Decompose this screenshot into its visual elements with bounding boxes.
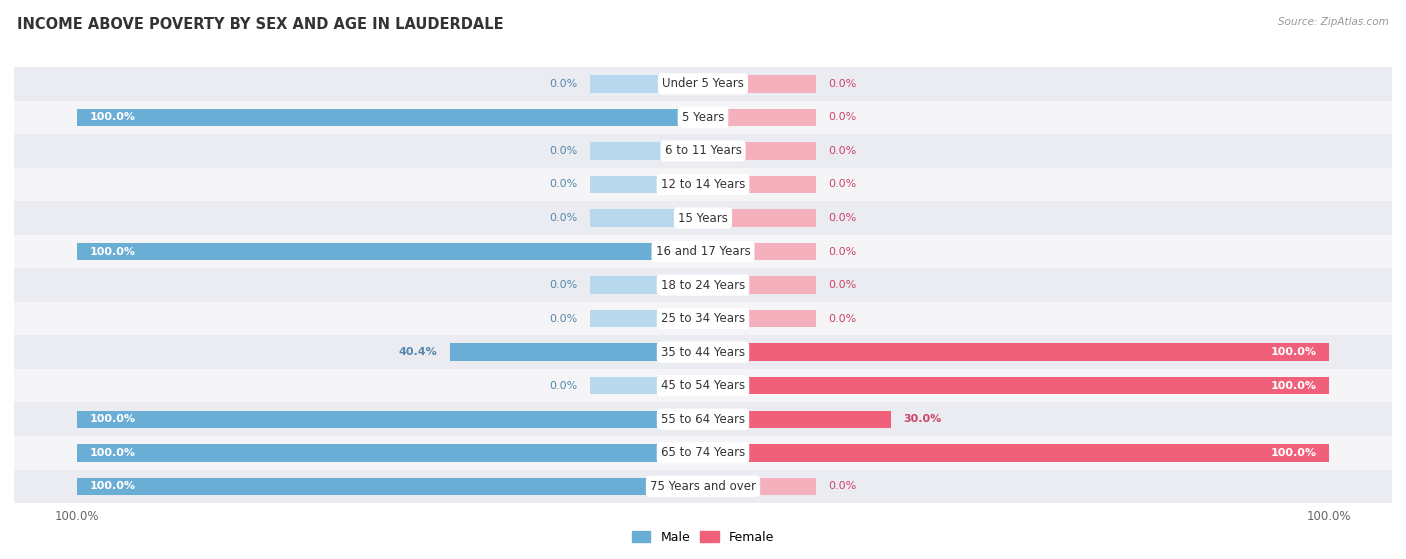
Bar xyxy=(14,436,1392,470)
Text: 100.0%: 100.0% xyxy=(89,112,135,122)
Bar xyxy=(77,444,703,462)
Text: INCOME ABOVE POVERTY BY SEX AND AGE IN LAUDERDALE: INCOME ABOVE POVERTY BY SEX AND AGE IN L… xyxy=(17,17,503,32)
Text: 0.0%: 0.0% xyxy=(828,179,856,190)
Text: 100.0%: 100.0% xyxy=(1271,381,1317,391)
Text: 0.0%: 0.0% xyxy=(550,79,578,89)
Bar xyxy=(703,444,1329,462)
Bar xyxy=(14,369,1392,402)
Bar xyxy=(703,276,815,294)
Text: 0.0%: 0.0% xyxy=(828,213,856,223)
Text: 0.0%: 0.0% xyxy=(828,314,856,324)
Bar xyxy=(703,243,815,260)
Text: 100.0%: 100.0% xyxy=(89,414,135,424)
Text: 0.0%: 0.0% xyxy=(828,247,856,257)
Text: 75 Years and over: 75 Years and over xyxy=(650,480,756,493)
Text: 0.0%: 0.0% xyxy=(550,280,578,290)
Bar xyxy=(703,75,815,93)
Bar xyxy=(77,477,703,495)
Bar xyxy=(77,108,703,126)
Text: 55 to 64 Years: 55 to 64 Years xyxy=(661,413,745,426)
Bar xyxy=(14,201,1392,235)
Bar xyxy=(703,209,815,227)
Bar xyxy=(591,142,703,160)
Text: 15 Years: 15 Years xyxy=(678,211,728,225)
Text: 0.0%: 0.0% xyxy=(550,179,578,190)
Bar xyxy=(14,268,1392,302)
Text: 5 Years: 5 Years xyxy=(682,111,724,124)
Text: 35 to 44 Years: 35 to 44 Years xyxy=(661,345,745,359)
Bar xyxy=(14,134,1392,168)
Text: 0.0%: 0.0% xyxy=(828,146,856,156)
Text: 12 to 14 Years: 12 to 14 Years xyxy=(661,178,745,191)
Text: Under 5 Years: Under 5 Years xyxy=(662,77,744,91)
Text: 0.0%: 0.0% xyxy=(550,213,578,223)
Bar xyxy=(14,302,1392,335)
Text: 0.0%: 0.0% xyxy=(550,314,578,324)
Text: 100.0%: 100.0% xyxy=(89,448,135,458)
Bar xyxy=(14,470,1392,503)
Text: 45 to 54 Years: 45 to 54 Years xyxy=(661,379,745,392)
Text: 0.0%: 0.0% xyxy=(550,381,578,391)
Bar xyxy=(14,67,1392,101)
Bar xyxy=(14,235,1392,268)
Bar xyxy=(703,343,1329,361)
Bar xyxy=(703,410,891,428)
Text: Source: ZipAtlas.com: Source: ZipAtlas.com xyxy=(1278,17,1389,27)
Text: 0.0%: 0.0% xyxy=(828,79,856,89)
Text: 0.0%: 0.0% xyxy=(550,146,578,156)
Bar xyxy=(591,75,703,93)
Bar xyxy=(591,276,703,294)
Bar xyxy=(703,142,815,160)
Bar xyxy=(450,343,703,361)
Bar xyxy=(591,310,703,328)
Bar xyxy=(703,310,815,328)
Text: 40.4%: 40.4% xyxy=(399,347,437,357)
Text: 0.0%: 0.0% xyxy=(828,280,856,290)
Bar xyxy=(703,176,815,193)
Text: 100.0%: 100.0% xyxy=(1271,448,1317,458)
Text: 6 to 11 Years: 6 to 11 Years xyxy=(665,144,741,158)
Bar xyxy=(591,209,703,227)
Text: 30.0%: 30.0% xyxy=(904,414,942,424)
Bar xyxy=(77,410,703,428)
Text: 100.0%: 100.0% xyxy=(89,481,135,491)
Bar xyxy=(703,377,1329,395)
Bar xyxy=(703,108,815,126)
Text: 18 to 24 Years: 18 to 24 Years xyxy=(661,278,745,292)
Text: 0.0%: 0.0% xyxy=(828,481,856,491)
Bar xyxy=(14,402,1392,436)
Text: 100.0%: 100.0% xyxy=(1271,347,1317,357)
Bar xyxy=(14,101,1392,134)
Text: 25 to 34 Years: 25 to 34 Years xyxy=(661,312,745,325)
Bar xyxy=(703,477,815,495)
Text: 16 and 17 Years: 16 and 17 Years xyxy=(655,245,751,258)
Bar xyxy=(14,168,1392,201)
Bar xyxy=(14,335,1392,369)
Bar xyxy=(77,243,703,260)
Text: 100.0%: 100.0% xyxy=(89,247,135,257)
Text: 65 to 74 Years: 65 to 74 Years xyxy=(661,446,745,459)
Bar xyxy=(591,377,703,395)
Bar xyxy=(591,176,703,193)
Text: 0.0%: 0.0% xyxy=(828,112,856,122)
Legend: Male, Female: Male, Female xyxy=(627,526,779,549)
